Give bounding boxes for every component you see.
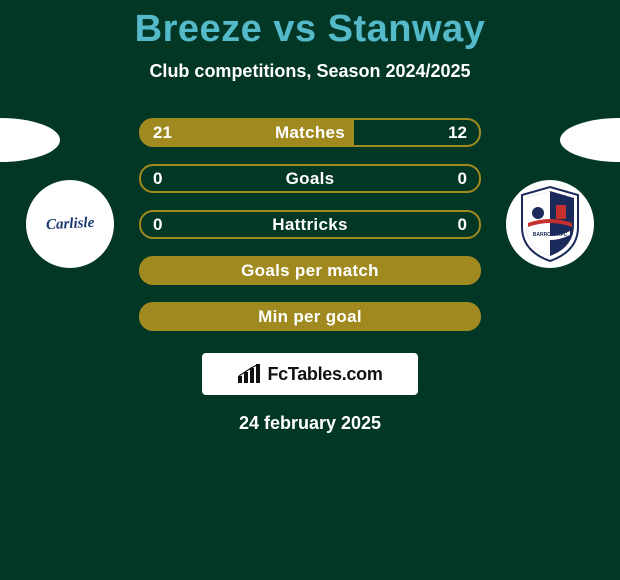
fctables-logo: FcTables.com: [202, 353, 418, 395]
footer-brand-text: FcTables.com: [267, 364, 382, 385]
stat-row: 0 Hattricks 0: [139, 210, 481, 239]
stat-left-value: 0: [153, 215, 162, 235]
barrow-crest-icon: BARROW AFC: [516, 185, 584, 263]
stat-right-value: 0: [458, 169, 467, 189]
main-area: Carlisle BARROW AFC 21 Matches 12 0 Goals 0 0 H…: [0, 118, 620, 331]
stat-label: Goals per match: [241, 261, 379, 281]
stat-row: Goals per match: [139, 256, 481, 285]
svg-text:BARROW AFC: BARROW AFC: [533, 232, 568, 238]
bar-chart-icon: [237, 364, 261, 384]
stat-label: Min per goal: [258, 307, 362, 327]
stat-label: Hattricks: [272, 215, 347, 235]
left-banner-ellipse: [0, 118, 60, 162]
stat-row: Min per goal: [139, 302, 481, 331]
page-subtitle: Club competitions, Season 2024/2025: [0, 61, 620, 82]
stat-rows: 21 Matches 12 0 Goals 0 0 Hattricks 0 Goals per m…: [139, 118, 481, 331]
stat-row: 21 Matches 12: [139, 118, 481, 147]
stat-right-value: 0: [458, 215, 467, 235]
stat-left-value: 21: [153, 123, 172, 143]
stat-row: 0 Goals 0: [139, 164, 481, 193]
stat-left-value: 0: [153, 169, 162, 189]
page-title: Breeze vs Stanway: [0, 8, 620, 51]
left-club-badge: Carlisle: [26, 180, 114, 268]
comparison-date: 24 february 2025: [0, 413, 620, 434]
carlisle-badge-text: Carlisle: [45, 214, 94, 234]
stat-label: Matches: [275, 123, 345, 143]
right-banner-ellipse: [560, 118, 620, 162]
stat-label: Goals: [286, 169, 335, 189]
stat-right-value: 12: [448, 123, 467, 143]
comparison-card: Breeze vs Stanway Club competitions, Sea…: [0, 0, 620, 434]
right-club-badge: BARROW AFC: [506, 180, 594, 268]
